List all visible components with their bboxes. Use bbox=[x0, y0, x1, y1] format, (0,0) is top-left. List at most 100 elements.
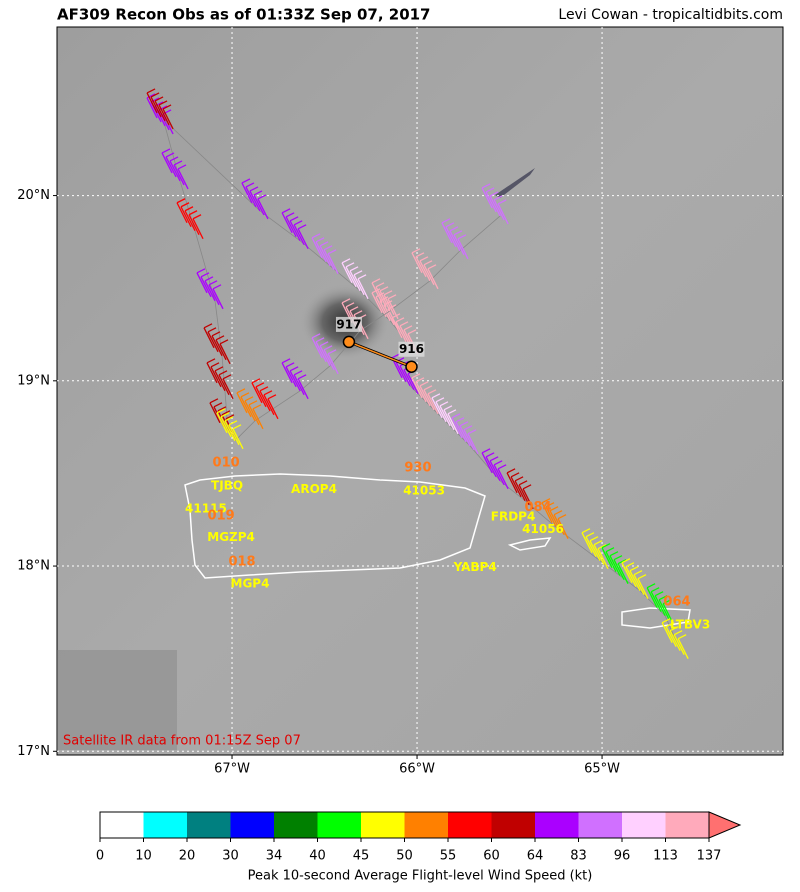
barb-staff bbox=[633, 574, 645, 595]
wind-barb bbox=[581, 528, 609, 569]
barb-feather bbox=[219, 339, 229, 345]
fix-label-box bbox=[398, 341, 425, 357]
barb-feather bbox=[493, 460, 503, 466]
barb-staff bbox=[581, 532, 593, 553]
barb-feather bbox=[203, 323, 213, 329]
barb-staff bbox=[427, 268, 439, 290]
barb-feather bbox=[451, 413, 461, 419]
wind-barb bbox=[311, 233, 339, 275]
station-label: TJBQ bbox=[211, 478, 243, 492]
barb-feather bbox=[415, 377, 425, 383]
barb-feather bbox=[449, 226, 459, 232]
colorbar-tick-label: 30 bbox=[222, 849, 239, 864]
barb-feather bbox=[285, 212, 295, 218]
wind-barb bbox=[541, 498, 569, 539]
barb-staff bbox=[457, 238, 469, 260]
barb-staff bbox=[451, 417, 463, 439]
barb-staff bbox=[441, 222, 453, 244]
barb-staff bbox=[601, 547, 613, 568]
barb-staff bbox=[297, 378, 309, 400]
barb-feather bbox=[379, 286, 389, 292]
barb-staff bbox=[216, 412, 228, 434]
y-tick-label: 19°N bbox=[17, 373, 50, 388]
barb-feather bbox=[263, 390, 273, 396]
barb-staff bbox=[297, 228, 309, 250]
barb-staff bbox=[629, 570, 641, 591]
barb-staff bbox=[259, 390, 271, 412]
colorbar-tick-label: 96 bbox=[614, 849, 631, 864]
colorbar-tick-label: 34 bbox=[266, 849, 283, 864]
barb-staff bbox=[423, 264, 435, 286]
colorbar-swatch bbox=[187, 812, 231, 838]
barb-staff bbox=[605, 551, 617, 572]
barb-staff bbox=[589, 540, 601, 561]
barb-feather bbox=[621, 558, 631, 564]
barb-feather bbox=[259, 386, 269, 392]
colorbar-swatch bbox=[404, 812, 449, 838]
barb-feather bbox=[323, 245, 333, 251]
barb-staff bbox=[549, 510, 561, 531]
barb-feather bbox=[184, 206, 194, 212]
barb-staff bbox=[236, 392, 248, 414]
barb-staff bbox=[443, 409, 455, 431]
barb-staff bbox=[395, 321, 407, 343]
station-label: YABP4 bbox=[453, 560, 497, 574]
barb-feather bbox=[165, 152, 175, 158]
barb-feather bbox=[549, 506, 559, 512]
center-fix bbox=[405, 360, 418, 373]
wind-barb bbox=[206, 358, 234, 400]
barb-staff bbox=[585, 536, 597, 557]
barb-staff bbox=[371, 292, 383, 314]
barb-feather bbox=[601, 543, 611, 549]
barb-feather bbox=[211, 331, 221, 337]
barb-feather bbox=[297, 224, 307, 230]
barb-feather bbox=[150, 92, 160, 98]
barb-staff bbox=[184, 210, 196, 232]
barb-feather bbox=[609, 551, 619, 557]
barb-staff bbox=[379, 300, 391, 322]
barb-feather bbox=[319, 241, 329, 247]
fix-label-box bbox=[335, 316, 362, 332]
barb-feather bbox=[415, 252, 425, 258]
barb-feather bbox=[251, 378, 261, 384]
barb-staff bbox=[662, 603, 674, 624]
barb-staff bbox=[371, 282, 383, 304]
barb-feather bbox=[297, 374, 307, 380]
barb-staff bbox=[257, 198, 269, 220]
barb-staff bbox=[192, 218, 204, 240]
barb-feather bbox=[208, 280, 218, 286]
wind-barb bbox=[601, 543, 629, 584]
wind-barb bbox=[451, 413, 479, 455]
fix-label: 917 bbox=[336, 317, 361, 331]
barb-staff bbox=[323, 349, 335, 371]
flight-track bbox=[234, 215, 501, 442]
barb-feather bbox=[589, 536, 599, 542]
barb-feather bbox=[541, 498, 551, 504]
puerto-rico-coast bbox=[184, 473, 486, 579]
wind-barb bbox=[441, 218, 469, 260]
barb-staff bbox=[455, 421, 467, 443]
barb-feather bbox=[176, 198, 186, 204]
wind-barb bbox=[661, 618, 689, 659]
colorbar-tick-label: 50 bbox=[396, 849, 413, 864]
barb-feather bbox=[161, 148, 171, 154]
barb-staff bbox=[327, 253, 339, 275]
barb-feather bbox=[514, 476, 524, 482]
barb-feather bbox=[489, 456, 499, 462]
barb-staff bbox=[650, 591, 662, 612]
barb-feather bbox=[213, 402, 223, 408]
colorbar-tick-label: 45 bbox=[353, 849, 370, 864]
barb-feather bbox=[435, 397, 445, 403]
barb-staff bbox=[349, 270, 361, 292]
barb-staff bbox=[289, 220, 301, 242]
barb-feather bbox=[399, 321, 409, 327]
barb-staff bbox=[232, 428, 244, 450]
barb-staff bbox=[553, 514, 565, 535]
barb-feather bbox=[154, 101, 164, 107]
barb-feather bbox=[395, 317, 405, 323]
barb-staff bbox=[545, 506, 557, 527]
station-label: FRDP4 bbox=[491, 509, 536, 523]
fix-track bbox=[348, 341, 412, 368]
barb-staff bbox=[319, 245, 331, 267]
barb-feather bbox=[177, 164, 187, 170]
